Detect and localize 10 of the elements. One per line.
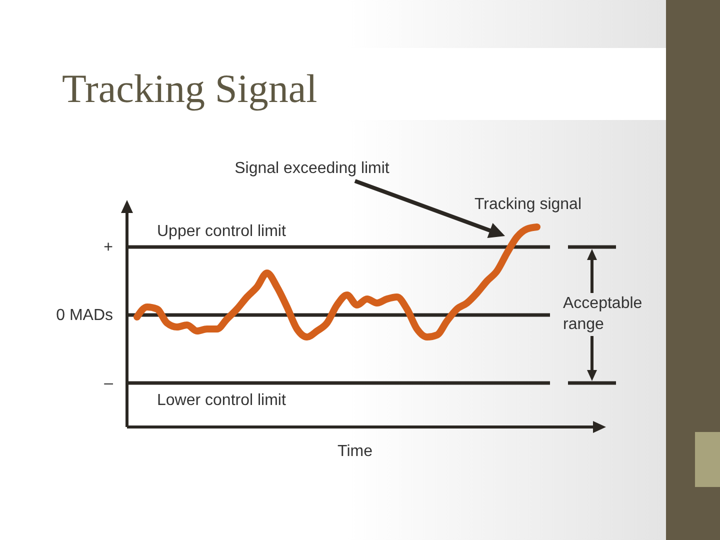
- ref-line-label: Upper control limit: [157, 223, 286, 240]
- chart-title: Tracking Signal: [62, 66, 318, 111]
- text: Signal exceeding limit: [234, 160, 390, 177]
- ref-line-label: Lower control limit: [157, 392, 286, 409]
- text: Acceptable range: [563, 295, 642, 333]
- x-axis-title: Time: [338, 443, 373, 460]
- text: +: [104, 239, 113, 256]
- text: –: [104, 375, 114, 392]
- text: Tracking signal: [474, 196, 582, 213]
- ref-line-label: 0 MADs: [56, 307, 113, 324]
